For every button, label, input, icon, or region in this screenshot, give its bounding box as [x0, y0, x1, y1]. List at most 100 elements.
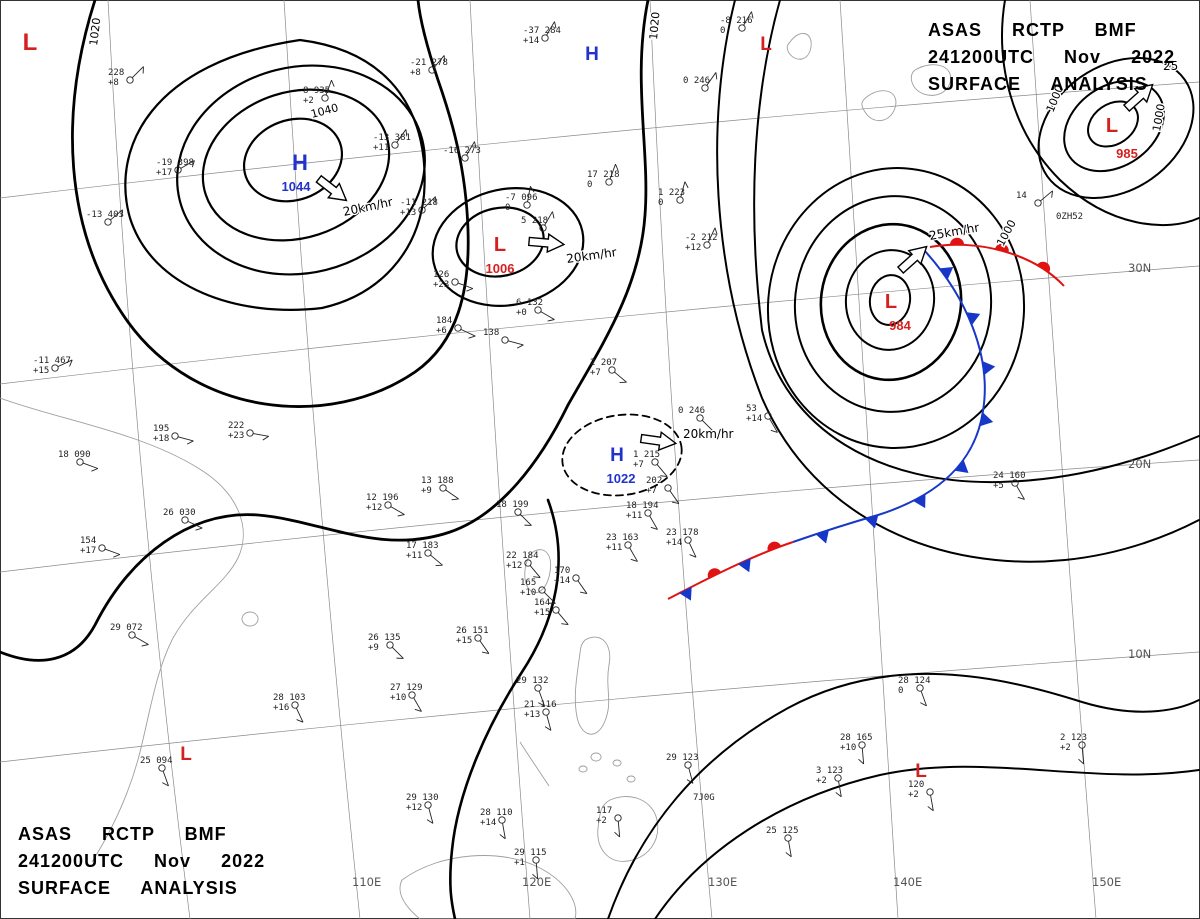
wind-barb-tick	[858, 758, 864, 765]
station-value: 13 188	[421, 476, 454, 486]
station-circle-icon	[644, 509, 652, 517]
station-value: 28 103	[273, 693, 306, 703]
station-circle-icon	[76, 458, 84, 466]
station-value: +15	[456, 636, 472, 646]
station-value: 164	[534, 598, 550, 608]
station-value: +2	[908, 790, 919, 800]
station-circle-icon	[158, 764, 166, 772]
title-line-1: ASAS RCTP BMF	[928, 20, 1137, 40]
cold-front-pip	[979, 412, 994, 427]
station-plot: 26 030	[163, 508, 203, 531]
station-value: 0	[720, 26, 725, 36]
graticule-label: 110E	[352, 875, 381, 889]
wind-barb-tick	[554, 21, 557, 29]
wind-barb-tick	[660, 475, 668, 478]
station-value: +2	[596, 816, 607, 826]
isobar	[242, 117, 344, 203]
station-plot: -21 278+8	[410, 55, 448, 78]
station-plot: 184+6	[436, 316, 476, 339]
station-circle-icon	[514, 508, 522, 516]
station-value: +15	[534, 608, 550, 618]
title-line-1: ASAS RCTP BMF	[18, 824, 227, 844]
station-plot: -2 212+12	[685, 227, 718, 253]
pressure-center-value: 1022	[607, 471, 636, 486]
wind-barb-tick	[1017, 496, 1025, 500]
wind-barb-tick	[405, 129, 408, 137]
station-circle-icon	[174, 166, 182, 174]
pressure-center-low: L	[180, 744, 192, 765]
cold-front-pip	[913, 494, 926, 509]
station-value: 165	[520, 578, 536, 588]
station-plot: 28 110+14	[480, 808, 513, 840]
station-circle-icon	[605, 178, 613, 186]
station-value: 25 125	[766, 826, 799, 836]
station-value: +2	[303, 96, 314, 106]
station-value: 120	[908, 780, 924, 790]
station-value: +18	[153, 434, 169, 444]
station-circle-icon	[98, 544, 106, 552]
station-circle-icon	[126, 76, 134, 84]
station-value: +17	[156, 168, 172, 178]
station-plot: 222+23	[228, 421, 269, 441]
title-block-bottom-left: ASAS RCTP BMF 241200UTC Nov 2022 SURFACE…	[18, 824, 264, 898]
station-value: +14	[480, 818, 496, 828]
wind-barb-icon	[656, 464, 668, 477]
station-value: 21 116	[524, 700, 557, 710]
station-plot: 120+2	[908, 780, 934, 812]
station-value: +10	[840, 743, 856, 753]
wind-barb-tick	[426, 819, 434, 824]
wind-barb-icon	[557, 612, 569, 625]
wind-barb-icon	[577, 580, 588, 594]
wind-barb-icon	[82, 462, 99, 469]
station-value: 18 194	[626, 501, 659, 511]
graticule-line	[0, 651, 1200, 763]
station-circle-icon	[454, 324, 462, 332]
station-value: 25 094	[140, 756, 173, 766]
isobar	[455, 206, 545, 278]
graticule-line	[0, 81, 1200, 199]
wind-barb-icon	[743, 11, 752, 26]
station-plot: 6 132+0	[516, 298, 555, 322]
pressure-center-low: L	[494, 234, 506, 256]
graticule-label: 140E	[893, 875, 922, 889]
isobar	[793, 195, 993, 413]
station-circle-icon	[834, 774, 842, 782]
station-circle-icon	[542, 708, 550, 716]
graticule-line	[0, 459, 1200, 573]
pressure-center-low: L	[1106, 115, 1118, 137]
wind-barb-tick	[516, 344, 524, 349]
coastline	[574, 636, 611, 735]
station-value: +10	[520, 588, 536, 598]
movement-speed-label: 20km/hr	[342, 195, 394, 219]
station-value: +12	[685, 243, 701, 253]
coastline	[626, 775, 636, 783]
station-value: 24 160	[993, 471, 1026, 481]
station-circle-icon	[1078, 741, 1086, 749]
station-value: +16	[273, 703, 289, 713]
station-value: 184	[436, 316, 452, 326]
cold-front	[792, 249, 986, 543]
station-circle-icon	[664, 484, 672, 492]
isobar	[607, 672, 1200, 919]
wind-barb-icon	[701, 419, 714, 432]
wind-barb-tick	[689, 554, 697, 558]
wind-barb-tick	[262, 435, 269, 441]
wind-barb-tick	[69, 359, 73, 367]
station-plot: 154+17	[80, 536, 121, 558]
station-circle-icon	[701, 84, 709, 92]
wind-barb-icon	[1016, 485, 1025, 500]
station-plot: 18 194+11	[626, 501, 659, 530]
graticule-label: 20N	[1128, 457, 1151, 471]
wind-barb-tick	[451, 498, 459, 501]
isobar	[1001, 0, 1200, 227]
warm-front-pip	[950, 237, 965, 245]
station-plot: 53+14	[746, 404, 778, 433]
cold-front-pip	[815, 529, 829, 544]
station-plot: 165+10	[520, 578, 556, 604]
cold-front-pip	[954, 459, 969, 473]
station-value: +12	[366, 503, 382, 513]
station-circle-icon	[696, 414, 704, 422]
